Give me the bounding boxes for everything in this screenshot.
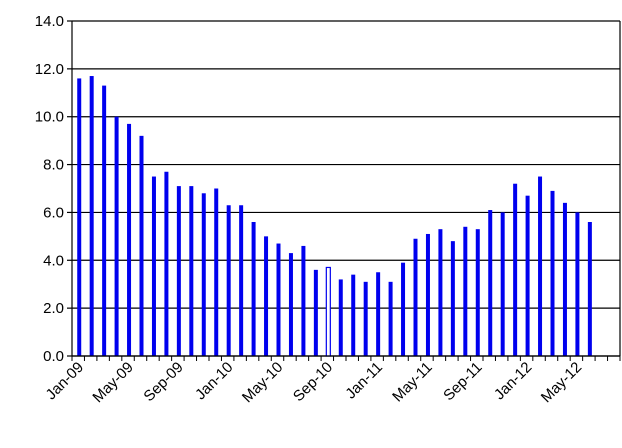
bar-jul-11: [450, 241, 455, 356]
x-tick-label: Jan-12: [491, 359, 535, 403]
bar-may-10: [276, 243, 281, 356]
x-tick-label: Sep-09: [140, 359, 186, 405]
bar-nov-09: [201, 193, 206, 356]
bar-nov-10: [351, 274, 356, 356]
bar-feb-10: [239, 205, 244, 356]
bar-sep-11: [475, 229, 480, 356]
x-tick-label: May-09: [89, 359, 136, 406]
bar-feb-09: [89, 76, 94, 357]
bars: [77, 76, 592, 357]
y-tick-label: 4.0: [43, 252, 64, 269]
bar-jul-09: [151, 176, 156, 356]
x-tick-label: May-11: [389, 359, 436, 406]
bar-apr-12: [562, 202, 567, 356]
y-tick-label: 2.0: [43, 300, 64, 317]
x-tick-labels: Jan-09 May-09 Sep-09 Jan-10 May-10 Sep-10 Jan-…: [43, 359, 586, 406]
bar-jun-11: [438, 229, 443, 356]
bar-aug-11: [463, 226, 468, 356]
bar-feb-11: [388, 281, 393, 356]
bar-oct-09: [189, 186, 194, 356]
bar-jan-11: [376, 272, 381, 356]
y-tick-label: 14.0: [35, 13, 64, 30]
bar-jan-09: [77, 78, 82, 356]
bar-apr-11: [413, 238, 418, 356]
x-tick-label: Jan-10: [192, 359, 236, 403]
x-tick-label: Jan-09: [43, 359, 87, 403]
bar-mar-11: [401, 262, 406, 356]
bar-jan-10: [226, 205, 231, 356]
axes: [67, 20, 621, 361]
bar-may-12: [575, 212, 580, 356]
bar-dec-10: [363, 281, 368, 356]
bar-jan-12: [525, 195, 530, 356]
x-tick-label: Sep-10: [290, 359, 336, 405]
bar-mar-12: [550, 190, 555, 356]
bar-oct-11: [488, 210, 493, 356]
x-tick-label: Sep-11: [440, 359, 485, 404]
bar-jun-09: [139, 135, 144, 356]
bar-apr-09: [114, 116, 119, 356]
y-tick-label: 12.0: [35, 61, 64, 78]
bar-feb-12: [538, 176, 543, 356]
y-tick-labels: 0.0 2.0 4.0 6.0 8.0 10.0 12.0 14.0: [35, 13, 64, 365]
x-tick-label: Jan-11: [342, 359, 386, 403]
bar-jun-10: [288, 253, 293, 356]
bar-mar-09: [102, 85, 107, 356]
bar-may-09: [127, 123, 132, 357]
bar-apr-10: [264, 236, 269, 356]
y-tick-label: 10.0: [35, 109, 64, 126]
bar-dec-09: [214, 188, 219, 356]
bar-mar-10: [251, 222, 256, 356]
bar-nov-11: [500, 212, 505, 356]
x-tick-label: May-10: [239, 359, 286, 406]
gridlines: [72, 20, 620, 357]
y-tick-label: 8.0: [43, 157, 64, 174]
bar-sep-09: [176, 186, 181, 356]
bar-jul-10: [301, 245, 306, 356]
bar-dec-11: [513, 183, 518, 356]
y-tick-label: 0.0: [43, 348, 64, 365]
bar-jun-12: [587, 222, 592, 356]
bar-sep-10: [325, 266, 331, 357]
x-tick-label: May-12: [538, 359, 585, 406]
y-tick-label: 6.0: [43, 204, 64, 221]
bar-may-11: [425, 233, 430, 356]
bar-oct-10: [338, 279, 343, 356]
bar-aug-10: [313, 269, 318, 356]
bar-aug-09: [164, 171, 169, 356]
